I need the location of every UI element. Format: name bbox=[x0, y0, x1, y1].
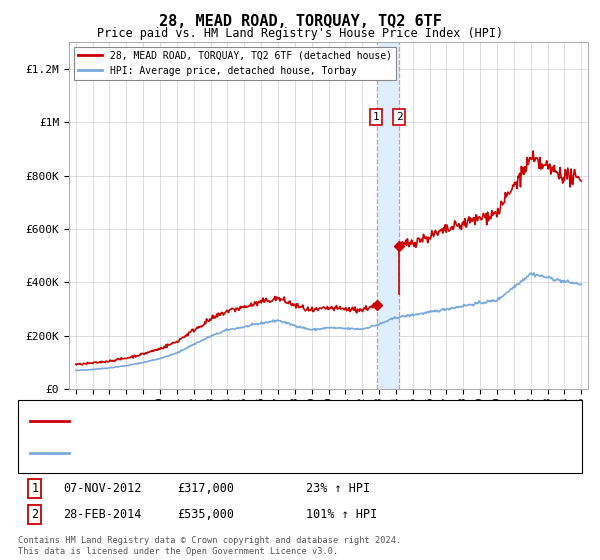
Text: 28, MEAD ROAD, TORQUAY, TQ2 6TF: 28, MEAD ROAD, TORQUAY, TQ2 6TF bbox=[158, 14, 442, 29]
Text: £535,000: £535,000 bbox=[177, 507, 234, 521]
Bar bbox=[377, 42, 398, 389]
Text: HPI: Average price, detached house, Torbay: HPI: Average price, detached house, Torb… bbox=[75, 448, 337, 458]
Text: 07-NOV-2012: 07-NOV-2012 bbox=[63, 482, 142, 495]
Text: 101% ↑ HPI: 101% ↑ HPI bbox=[306, 507, 377, 521]
Text: Contains HM Land Registry data © Crown copyright and database right 2024.
This d: Contains HM Land Registry data © Crown c… bbox=[18, 536, 401, 556]
Legend: 28, MEAD ROAD, TORQUAY, TQ2 6TF (detached house), HPI: Average price, detached h: 28, MEAD ROAD, TORQUAY, TQ2 6TF (detache… bbox=[74, 47, 396, 80]
Text: Price paid vs. HM Land Registry's House Price Index (HPI): Price paid vs. HM Land Registry's House … bbox=[97, 27, 503, 40]
Text: 28, MEAD ROAD, TORQUAY, TQ2 6TF (detached house): 28, MEAD ROAD, TORQUAY, TQ2 6TF (detache… bbox=[75, 416, 375, 426]
Text: 2: 2 bbox=[396, 112, 403, 122]
Text: 28-FEB-2014: 28-FEB-2014 bbox=[63, 507, 142, 521]
Text: 1: 1 bbox=[373, 112, 379, 122]
Text: 23% ↑ HPI: 23% ↑ HPI bbox=[306, 482, 370, 495]
Text: £317,000: £317,000 bbox=[177, 482, 234, 495]
Text: 1: 1 bbox=[31, 482, 38, 495]
Text: 2: 2 bbox=[31, 507, 38, 521]
